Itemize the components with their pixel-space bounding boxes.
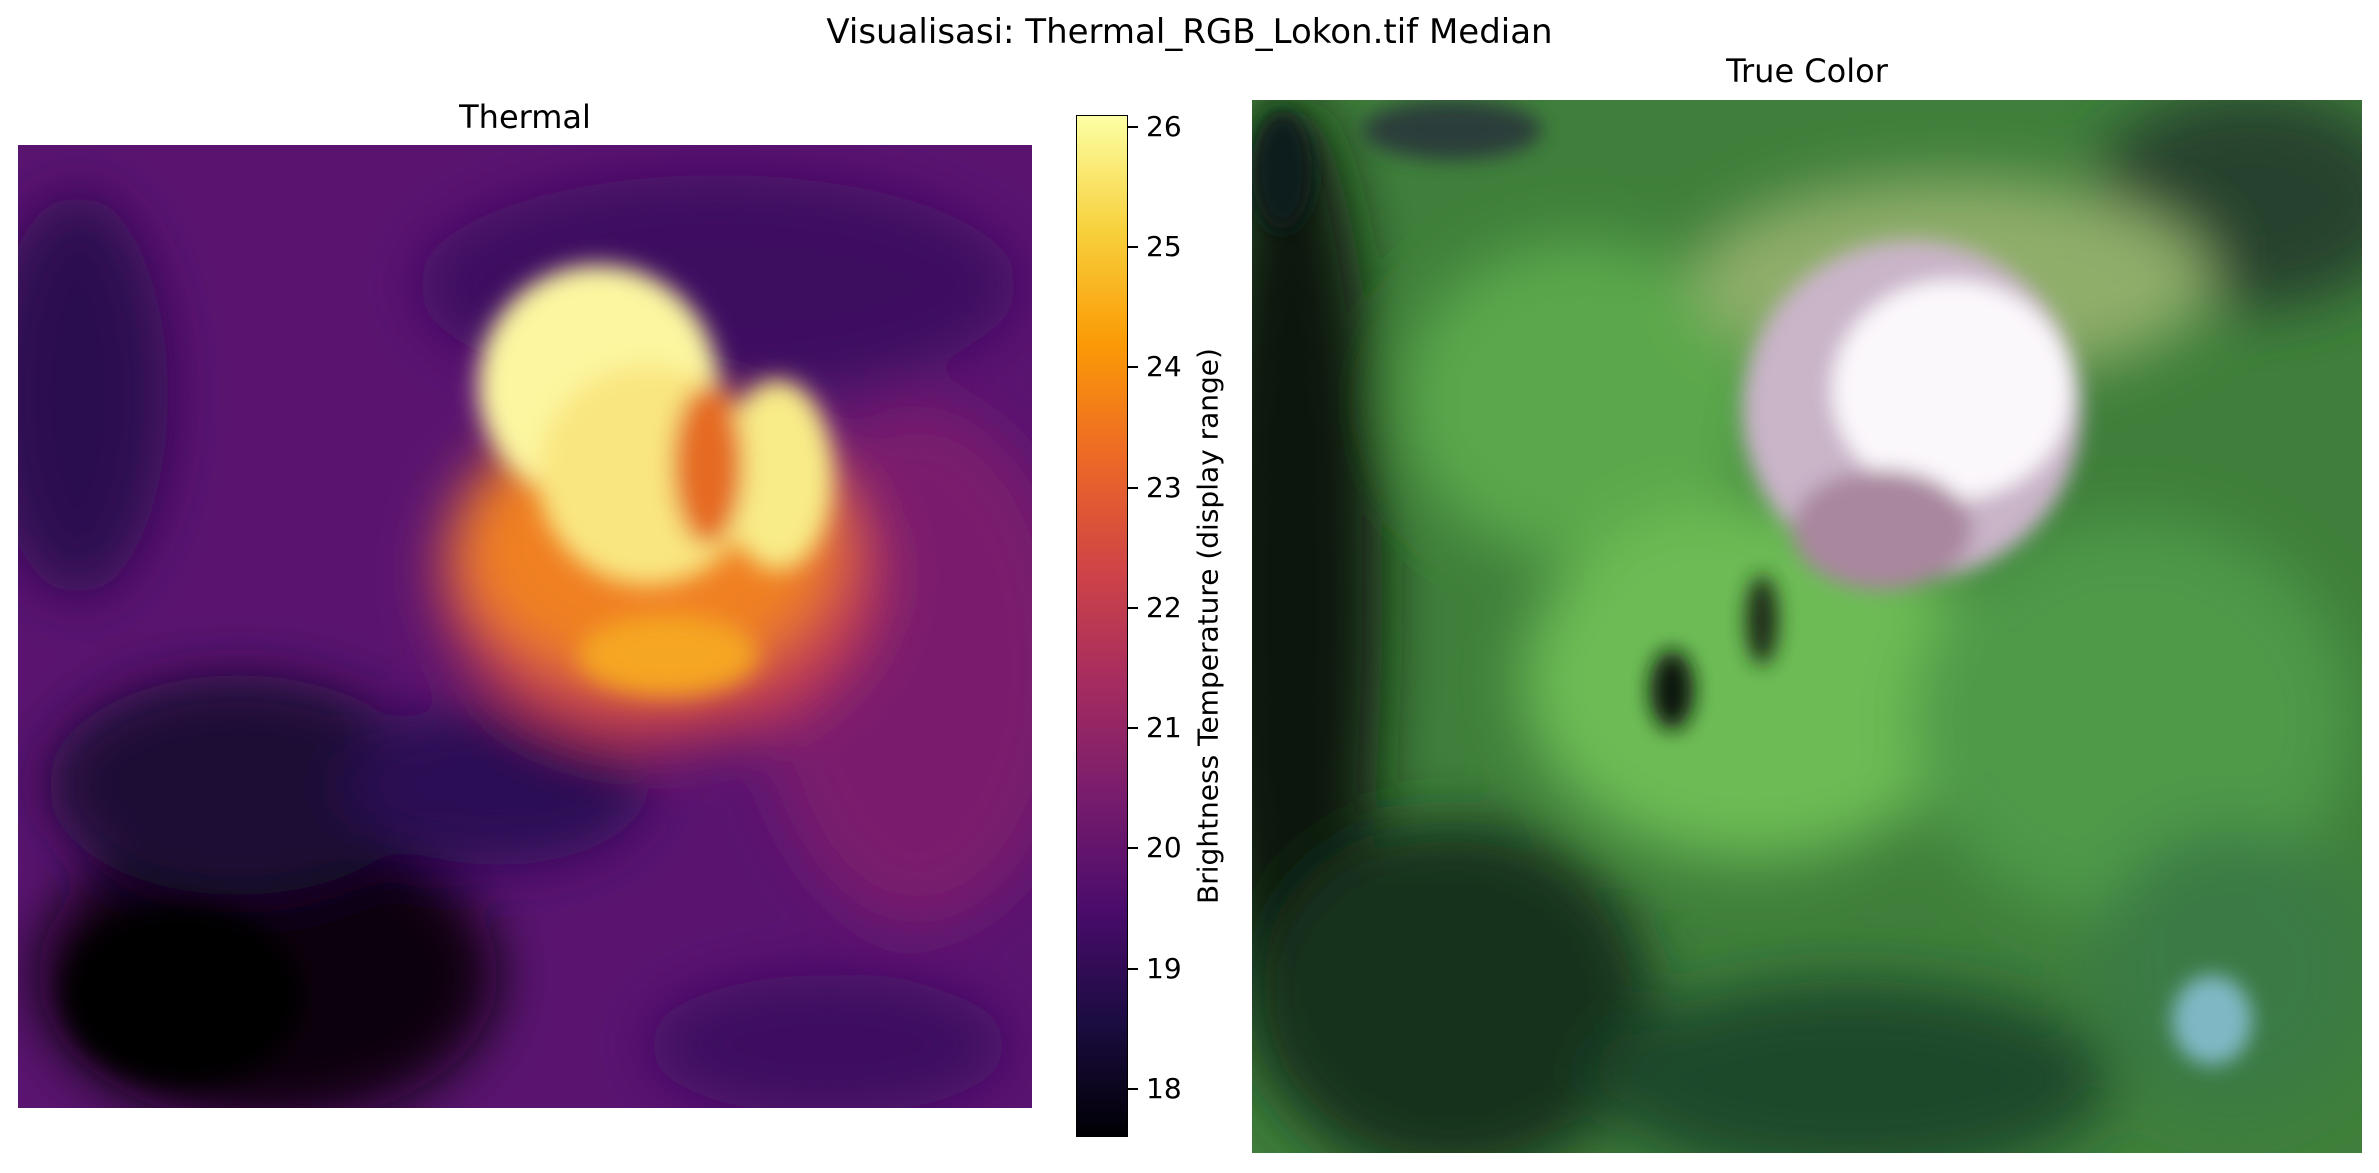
thermal-panel-title: Thermal	[459, 98, 591, 136]
true-color-panel-title: True Color	[1726, 52, 1888, 90]
colorbar-tick-label: 26	[1146, 110, 1182, 144]
colorbar-tick-label: 21	[1146, 711, 1182, 745]
colorbar-tick-label: 19	[1146, 951, 1182, 985]
colorbar-tick-label: 22	[1146, 590, 1182, 624]
colorbar-tick	[1128, 1087, 1138, 1090]
colorbar-tick-label: 23	[1146, 470, 1182, 504]
colorbar-tick	[1128, 486, 1138, 489]
colorbar-tick-label: 24	[1146, 350, 1182, 384]
colorbar-label: Brightness Temperature (display range)	[1191, 348, 1225, 904]
colorbar-tick-label: 20	[1146, 831, 1182, 865]
colorbar-tick-label: 25	[1146, 230, 1182, 264]
colorbar-tick	[1128, 727, 1138, 730]
figure-title: Visualisasi: Thermal_RGB_Lokon.tif Media…	[826, 12, 1553, 52]
colorbar-tick	[1128, 366, 1138, 369]
colorbar-tick	[1128, 126, 1138, 129]
colorbar-tick-label: 18	[1146, 1071, 1182, 1105]
thermal-image	[18, 145, 1032, 1108]
colorbar-tick	[1128, 606, 1138, 609]
colorbar	[1076, 115, 1128, 1137]
colorbar-tick	[1128, 246, 1138, 249]
colorbar-tick	[1128, 967, 1138, 970]
colorbar-tick	[1128, 847, 1138, 850]
true-color-image	[1252, 100, 2362, 1153]
